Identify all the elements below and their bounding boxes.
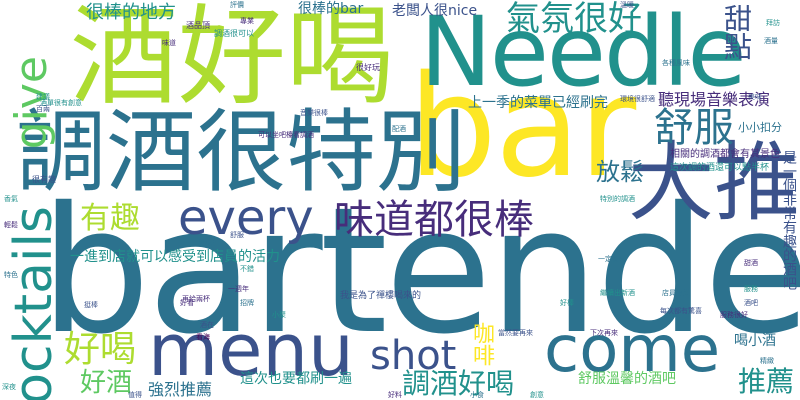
- word-cocktails: cocktails: [4, 206, 64, 400]
- word-small-21: 各種風味: [662, 59, 690, 67]
- word-hao-he: 好喝: [64, 329, 137, 370]
- word-small-11: 當然要再來: [498, 329, 533, 337]
- word-shot: shot: [370, 333, 457, 379]
- word-lao-ban-ren-hen-nice: 老闆人很nice: [392, 3, 478, 19]
- word-small-36: 味道: [162, 39, 176, 47]
- word-small-48: 專業: [240, 17, 254, 25]
- word-small-35: 挺棒: [84, 301, 98, 309]
- word-small-25: 招牌: [240, 299, 254, 307]
- word-small-47: 溫暖: [620, 1, 634, 9]
- word-small-38: 拜訪: [766, 19, 780, 27]
- word-small-7: 不錯: [240, 265, 254, 273]
- word-small-6: 愛吃甜: [198, 239, 219, 247]
- word-small-10: 好棒: [560, 299, 574, 307]
- word-small-32: 輕鬆: [4, 221, 18, 229]
- word-small-31: 酒吧: [744, 299, 758, 307]
- word-wei-dao-dou-hen-bang: 味道都很棒: [334, 197, 534, 243]
- word-small-29: 配酒: [392, 125, 406, 133]
- word-zhe-ci-de-jiu: 這次調的酒還可以點半杯: [670, 163, 770, 173]
- word-shang-yi-ji: 上一季的菜單已經刷完: [468, 95, 608, 111]
- word-tian-dian: 甜點: [720, 4, 753, 60]
- word-small-37: 酒量: [764, 37, 778, 45]
- word-needle: Needle: [420, 0, 747, 108]
- word-yi-jin-dao-dian: 一進到店就可以感受到店員的活力: [70, 249, 280, 265]
- word-small-5: 看海: [196, 333, 210, 341]
- word-shu-fu-wen-xin: 舒服溫馨的酒吧: [578, 371, 676, 387]
- word-qiang-lie-tui-jian: 強烈推薦: [148, 380, 213, 399]
- word-hen-bang-de-di-fang: 很棒的地方: [86, 2, 176, 23]
- word-small-19: 環境很舒適: [620, 95, 655, 103]
- word-small-14: 繼續出新酒: [600, 289, 635, 297]
- word-bar: bar: [408, 46, 636, 209]
- word-come: come: [544, 313, 721, 387]
- word-every: every: [178, 190, 314, 246]
- word-ka-fei: 咖啡: [469, 322, 494, 366]
- word-small-22: 酒單很有創意: [40, 99, 82, 107]
- word-shu-fu: 舒服: [654, 105, 734, 151]
- word-small-1: 我是為了禪樓喝來的: [340, 291, 422, 301]
- word-da-tui: 大推: [628, 133, 800, 233]
- word-jiu-hao-he: 酒好喝: [70, 0, 395, 120]
- word-fang-song: 放鬆: [596, 158, 644, 186]
- word-small-18: 特別的調酒: [600, 195, 635, 203]
- word-he-xiao-jiu: 喝小酒: [734, 333, 776, 349]
- word-small-44: 好料: [388, 391, 402, 399]
- word-small-51: 舒服: [230, 231, 244, 239]
- word-small-24: 一週年: [228, 285, 249, 293]
- word-small-46: 創意: [530, 391, 544, 399]
- word-small-13: 一定要來: [598, 255, 626, 263]
- word-small-4: 很有趣: [32, 175, 56, 184]
- word-small-43: 值得: [128, 391, 142, 399]
- word-tiao-jiu-hen-te-bie: 調酒很特別: [16, 100, 466, 205]
- word-small-17: 店員專業: [662, 289, 690, 297]
- word-menu: menu: [148, 308, 354, 392]
- word-xiao-xiao-zu-fen: 小小扣分: [738, 121, 782, 134]
- word-small-45: 小食: [470, 391, 484, 399]
- word-xiang-guan: 相關的調酒都會有其景色: [670, 149, 780, 160]
- word-small-20: 下次再來: [590, 329, 618, 337]
- word-you-qu: 有趣: [80, 201, 140, 236]
- word-small-42: 深夜: [2, 383, 16, 391]
- word-small-49: 評價: [230, 1, 244, 9]
- word-bartender: bartender: [40, 170, 800, 373]
- word-small-28: 好看: [180, 299, 194, 307]
- word-small-41: 精緻: [760, 357, 774, 365]
- word-small-3: 調酒很可以: [214, 29, 254, 38]
- word-ting-xian-chang: 聽現場音樂表演: [658, 90, 771, 109]
- word-small-34: 香氣: [4, 195, 18, 203]
- word-small-40: 甜酒: [744, 259, 758, 267]
- word-small-30: 服務: [744, 285, 758, 293]
- word-hen-bang-de-bar: 很棒的bar: [298, 1, 364, 17]
- word-small-9: 酒在: [200, 321, 214, 329]
- word-small-15: 每次都有驚喜: [660, 307, 702, 315]
- word-small-12: 可以坐吧檯看調酒: [258, 131, 314, 139]
- word-small-26: 小聚: [272, 311, 286, 319]
- word-hao-jiu: 好酒: [80, 368, 133, 398]
- word-tiao-jiu-hao-he: 調酒好喝: [402, 367, 515, 400]
- word-small-2: 酒品頂: [186, 21, 210, 30]
- word-tui-jian: 推薦: [738, 365, 795, 398]
- word-small-52: 再給兩杯: [182, 295, 210, 303]
- word-small-39: 美味: [748, 93, 762, 101]
- word-qi-fen-hen-hao: 氣氛很好: [506, 0, 642, 39]
- word-small-8: 很好玩: [356, 63, 380, 72]
- word-small-23: 百兩: [36, 105, 50, 113]
- word-small-50: 建議: [36, 93, 50, 101]
- word-small-16: 服務很好: [720, 311, 748, 319]
- word-small-33: 特色: [4, 271, 18, 279]
- word-shi-yi-ge-fei: 是一個非常有趣的酒吧: [781, 150, 797, 290]
- word-zhe-ci-ye-yao: 這次也要都刷一遍: [240, 371, 352, 387]
- word-small-27: 音樂很棒: [300, 109, 328, 117]
